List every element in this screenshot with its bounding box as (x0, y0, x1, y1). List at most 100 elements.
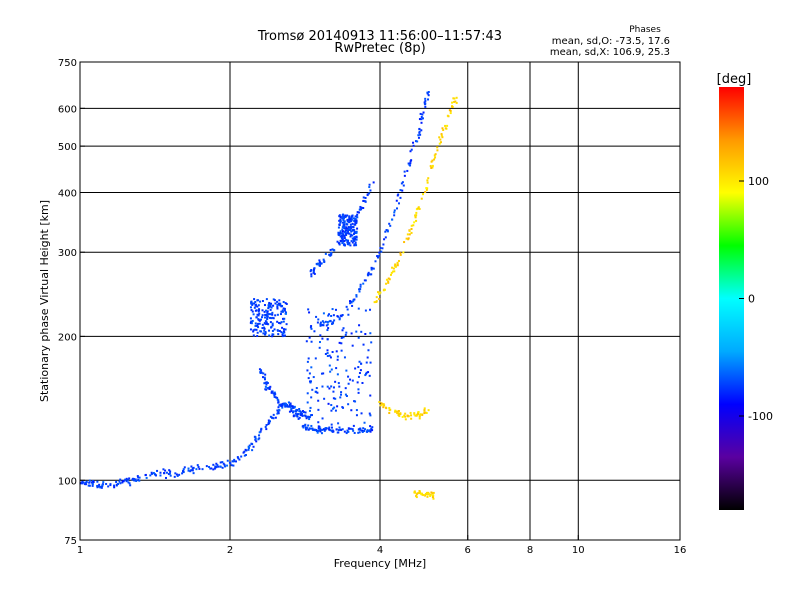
echo-point (326, 323, 329, 326)
echo-point (310, 273, 313, 276)
echo-point (294, 412, 297, 415)
echo-point (321, 385, 324, 388)
echo-point (362, 196, 365, 199)
echo-point (297, 417, 300, 420)
echo-point (350, 227, 353, 230)
echo-point (343, 221, 346, 224)
echo-point (354, 241, 357, 244)
chart-subtitle: RwPretec (8p) (334, 41, 425, 56)
echo-point (254, 436, 257, 439)
echo-point (401, 181, 404, 184)
echo-point (280, 310, 283, 313)
echo-point (274, 314, 277, 317)
echo-point (331, 429, 334, 432)
echo-point (302, 410, 305, 413)
echo-point (256, 299, 259, 302)
echo-point (332, 386, 335, 389)
echo-point (379, 404, 382, 407)
echo-point (410, 231, 413, 234)
echo-point (414, 216, 417, 219)
echo-point (407, 162, 410, 165)
echo-point (370, 341, 373, 344)
echo-point (331, 430, 334, 433)
echo-point (392, 270, 395, 273)
echo-point (269, 308, 272, 311)
echo-point (341, 230, 344, 233)
echo-point (348, 232, 351, 235)
echo-point (405, 237, 408, 240)
echo-point (420, 197, 423, 200)
echo-point (326, 385, 329, 388)
echo-point (251, 319, 254, 322)
tick-labels: 1 2 4 6 8 10 16 75 100 200 300 400 500 600 750 (58, 58, 686, 556)
echo-point (137, 476, 140, 479)
echo-point (119, 482, 122, 485)
echo-point (418, 127, 421, 130)
echo-point (352, 298, 355, 301)
echo-point (308, 372, 311, 375)
echo-point (102, 481, 105, 484)
echo-point (357, 211, 360, 214)
echo-point (280, 321, 283, 324)
echo-point (342, 336, 345, 339)
echo-point (421, 113, 424, 116)
echo-point (258, 431, 261, 434)
echo-point (355, 295, 358, 298)
echo-point (393, 270, 396, 273)
echo-point (421, 493, 424, 496)
echo-point (432, 491, 435, 494)
x-tick-label: 2 (227, 545, 233, 556)
echo-point (334, 397, 337, 400)
echo-point (396, 262, 399, 265)
echo-point (219, 465, 222, 468)
echo-point (269, 304, 272, 307)
echo-point (453, 97, 456, 100)
echo-point (399, 412, 402, 415)
echo-point (182, 468, 185, 471)
echo-point (347, 313, 350, 316)
echo-point (308, 418, 311, 421)
echo-point (223, 463, 226, 466)
echo-point (336, 358, 339, 361)
echo-point (164, 476, 167, 479)
echo-point (324, 252, 327, 255)
echo-point (290, 409, 293, 412)
echo-point (422, 193, 425, 196)
echo-point (278, 303, 281, 306)
echo-point (388, 407, 391, 410)
echo-point (263, 326, 266, 329)
echo-point (427, 409, 430, 412)
echo-point (88, 479, 91, 482)
echo-point (319, 323, 322, 326)
echo-point (81, 480, 84, 483)
echo-point (355, 235, 358, 238)
echo-point (351, 234, 354, 237)
echo-point (264, 316, 267, 319)
echo-point (311, 414, 314, 417)
x-tick-label: 8 (527, 545, 533, 556)
echo-point (309, 414, 312, 417)
echo-point (326, 321, 329, 324)
echo-point (282, 332, 285, 335)
echo-point (399, 253, 402, 256)
echo-point (274, 396, 277, 399)
echo-point (318, 261, 321, 264)
echo-point (251, 310, 254, 313)
echo-point (337, 431, 340, 434)
echo-point (109, 484, 112, 487)
echo-point (346, 239, 349, 242)
echo-point (410, 414, 413, 417)
echo-point (383, 288, 386, 291)
echo-point (258, 309, 261, 312)
echo-point (280, 305, 283, 308)
echo-point (337, 226, 340, 229)
echo-point (327, 314, 330, 317)
echo-point (319, 427, 322, 430)
echo-point (284, 302, 287, 305)
echo-point (339, 239, 342, 242)
echo-point (345, 215, 348, 218)
echo-point (338, 318, 341, 321)
echo-point (416, 140, 419, 143)
echo-point (230, 464, 233, 467)
echo-point (310, 340, 313, 343)
